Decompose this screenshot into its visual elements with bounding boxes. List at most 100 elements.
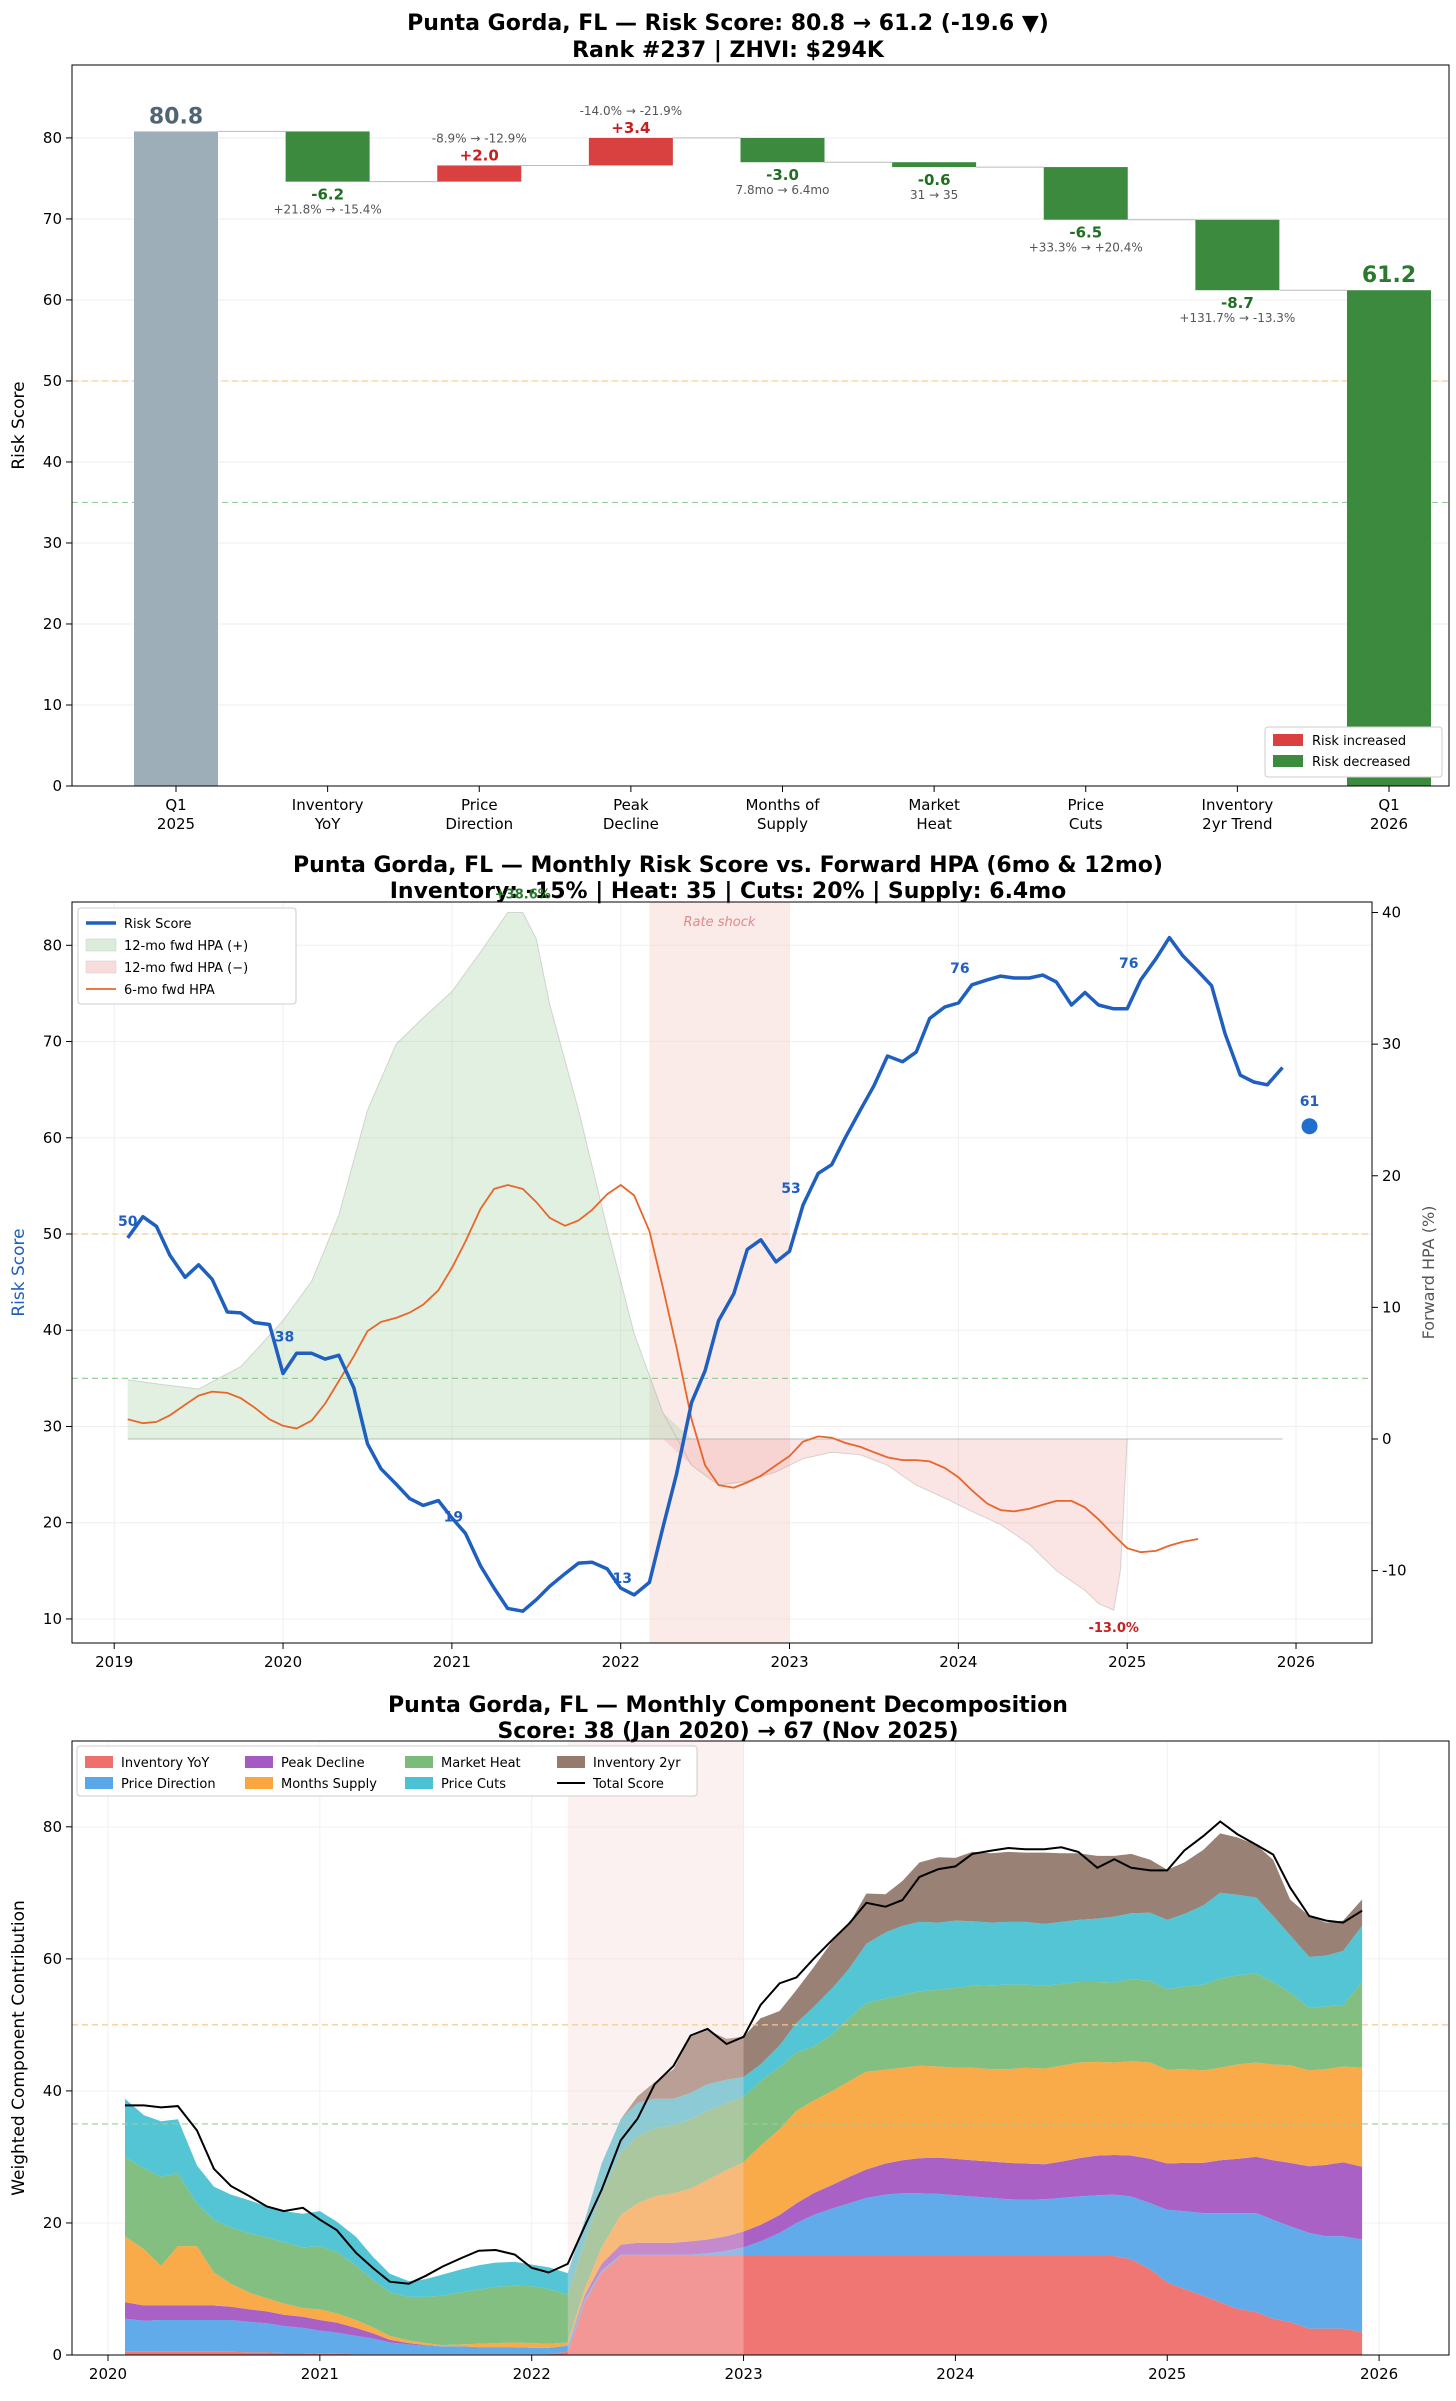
legend-label: 12-mo fwd HPA (−) — [124, 961, 248, 976]
y-tick-label: 20 — [43, 615, 62, 633]
bar-step-detail: -14.0% → -21.9% — [580, 104, 683, 118]
x-tick-label: 2020 — [264, 1653, 302, 1671]
chart-subtitle: Rank #237 | ZHVI: $294K — [572, 38, 885, 63]
chart-title: Punta Gorda, FL — Monthly Risk Score vs.… — [293, 853, 1163, 878]
x-tick-label: Direction — [445, 815, 513, 833]
legend-swatch — [1273, 755, 1303, 767]
legend-swatch — [245, 1756, 273, 1768]
y-tick-label: 30 — [43, 1417, 62, 1435]
x-tick-label: 2025 — [157, 815, 195, 833]
legend-swatch — [1273, 734, 1303, 746]
y-tick-label: 60 — [43, 1950, 62, 1968]
y2-tick-label: 30 — [1382, 1035, 1401, 1053]
risk-point-label: 19 — [444, 1509, 463, 1525]
legend-swatch — [557, 1756, 585, 1768]
chart-subtitle: Inventory: -15% | Heat: 35 | Cuts: 20% |… — [390, 879, 1067, 904]
y2-tick-label: -10 — [1382, 1562, 1407, 1580]
bar-end — [1347, 290, 1431, 786]
x-tick-label: Cuts — [1069, 815, 1103, 833]
bar-step — [285, 131, 370, 182]
y2-tick-label: 10 — [1382, 1298, 1401, 1316]
x-tick-label: 2026 — [1360, 2365, 1398, 2383]
legend-label: Peak Decline — [281, 1756, 365, 1771]
x-tick-label: 2yr Trend — [1202, 815, 1272, 833]
component-area — [125, 2155, 1363, 2348]
x-tick-label: Price — [1067, 796, 1104, 814]
x-tick-label: 2022 — [602, 1653, 640, 1671]
component-area — [125, 1973, 1363, 2346]
bar-step-label: -3.0 — [766, 166, 799, 184]
y2-tick-label: 20 — [1382, 1167, 1401, 1185]
legend-swatch — [85, 1756, 113, 1768]
legend-label: Months Supply — [281, 1777, 377, 1792]
bar-step-detail: 31 → 35 — [910, 188, 958, 202]
y-axis-label: Risk Score — [9, 1228, 29, 1316]
y-tick-label: 0 — [52, 777, 62, 795]
y-tick-label: 40 — [43, 1321, 62, 1339]
x-tick-label: YoY — [314, 815, 341, 833]
bar-step-label: +3.4 — [611, 119, 650, 137]
y-tick-label: 70 — [43, 1033, 62, 1051]
x-tick-label: 2021 — [301, 2365, 339, 2383]
legend-box — [1264, 726, 1443, 778]
y-tick-label: 50 — [43, 372, 62, 390]
risk-point-label: 50 — [118, 1214, 138, 1230]
bar-step-detail: +21.8% → -15.4% — [273, 203, 381, 217]
bar-step-label: -6.2 — [311, 186, 344, 204]
hpa12-outline — [127, 912, 1128, 1611]
x-tick-label: Q1 — [165, 796, 186, 814]
x-tick-label: 2026 — [1277, 1653, 1315, 1671]
bar-step — [437, 165, 522, 182]
x-tick-label: Inventory — [1202, 796, 1274, 814]
legend-label: Total Score — [592, 1777, 664, 1792]
x-tick-label: Heat — [916, 815, 952, 833]
plot-frame — [71, 64, 1450, 787]
hpa12-negative-area — [127, 1439, 1128, 1611]
hpa12-annotation: +38.6% — [495, 888, 551, 903]
bar-step-detail: 7.8mo → 6.4mo — [736, 183, 830, 197]
legend-label: Risk Score — [124, 917, 192, 932]
bar-step-label: -0.6 — [918, 171, 951, 189]
legend-label: Inventory 2yr — [593, 1756, 681, 1771]
legend-label: Risk increased — [1312, 734, 1406, 749]
legend-label: Risk decreased — [1312, 755, 1411, 770]
risk-vs-hpa-chart: Punta Gorda, FL — Monthly Risk Score vs.… — [9, 853, 1438, 1671]
y-axis-label: Weighted Component Contribution — [9, 1900, 29, 2196]
bar-start — [134, 131, 218, 787]
y2-tick-label: 40 — [1382, 904, 1401, 922]
component-area — [125, 2256, 1363, 2355]
x-tick-label: Months of — [745, 796, 820, 814]
y-tick-label: 40 — [43, 2082, 62, 2100]
risk-point-label: 38 — [275, 1329, 294, 1345]
bar-step — [1043, 167, 1128, 220]
y-axis-label: Risk Score — [9, 381, 29, 469]
bar-step — [1195, 219, 1280, 291]
risk-point-label: 76 — [1119, 956, 1138, 972]
component-area — [125, 2193, 1363, 2355]
x-tick-label: 2020 — [89, 2365, 127, 2383]
bar-step-detail: +131.7% → -13.3% — [1179, 311, 1295, 325]
legend: Risk increased Risk decreased — [1264, 726, 1443, 778]
legend-box — [76, 1745, 698, 1797]
x-tick-label: 2021 — [433, 1653, 471, 1671]
y-tick-label: 10 — [43, 696, 62, 714]
y-tick-label: 80 — [43, 129, 62, 147]
y-tick-label: 20 — [43, 1514, 62, 1532]
risk-point-label: 76 — [950, 961, 969, 977]
legend-label: 6-mo fwd HPA — [124, 983, 215, 998]
x-tick-label: 2024 — [939, 1653, 977, 1671]
x-tick-label: 2024 — [936, 2365, 974, 2383]
chart-subtitle: Score: 38 (Jan 2020) → 67 (Nov 2025) — [497, 1719, 958, 1744]
x-tick-label: 2023 — [770, 1653, 808, 1671]
x-tick-label: Price — [461, 796, 498, 814]
bar-step-label: -8.7 — [1221, 294, 1254, 312]
legend-swatch — [405, 1777, 433, 1789]
x-tick-label: 2025 — [1108, 1653, 1146, 1671]
y-tick-label: 50 — [43, 1225, 62, 1243]
y-tick-label: 80 — [43, 1818, 62, 1836]
rate-shock-label: Rate shock — [684, 915, 756, 930]
component-area — [125, 2061, 1363, 2348]
bar-step — [892, 162, 977, 168]
y-tick-label: 70 — [43, 210, 62, 228]
